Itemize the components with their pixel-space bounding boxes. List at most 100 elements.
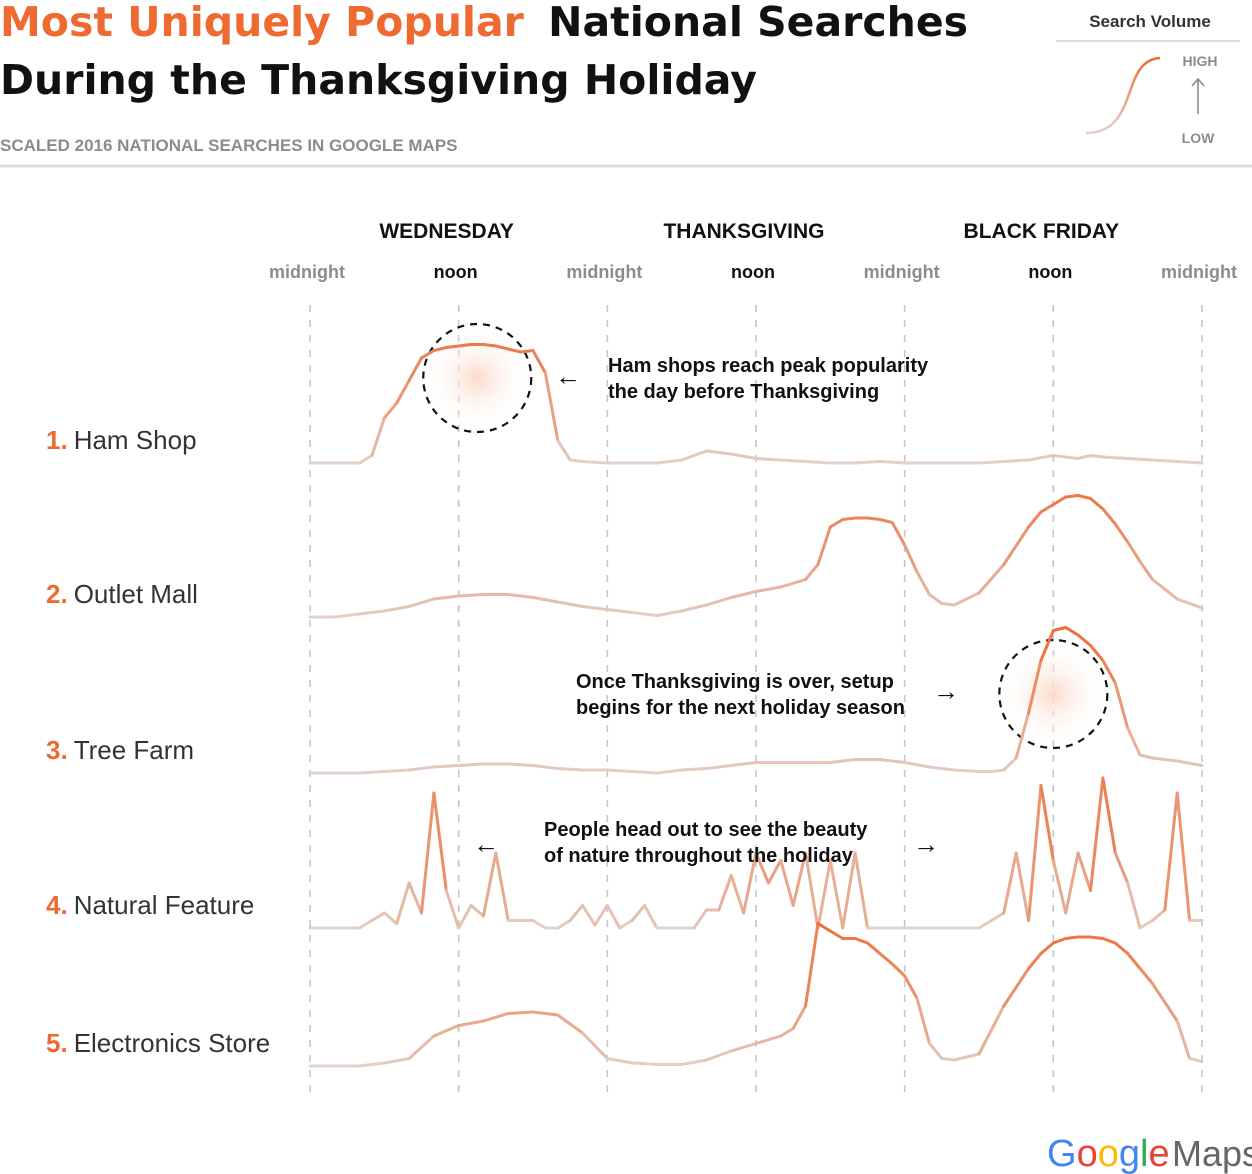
series-segment (1138, 967, 1154, 985)
series-segment (779, 1027, 795, 1038)
series-name: Natural Feature (74, 890, 255, 920)
series-segment (420, 349, 436, 360)
series-segment (593, 904, 609, 927)
series-segment (370, 911, 386, 922)
series-segment (568, 458, 585, 463)
series-segment (1064, 935, 1080, 940)
series-segment (804, 563, 820, 581)
series-name: Tree Farm (74, 735, 194, 765)
legend-low-label: LOW (1182, 130, 1215, 146)
series-segment (506, 347, 523, 354)
series-segment (841, 851, 857, 930)
series-segment (1188, 1057, 1204, 1063)
series-segment (828, 859, 845, 930)
series-segment (581, 460, 609, 465)
series-segment (519, 349, 535, 354)
series-segment (407, 765, 436, 772)
annotation-ham-line1: Ham shops reach peak popularity (608, 355, 929, 377)
series-segment (927, 1042, 944, 1060)
series-segment (605, 1057, 634, 1065)
series-segment (655, 609, 684, 617)
series-segment (704, 764, 733, 770)
series-segment (977, 1004, 1006, 1056)
series-segment (754, 851, 770, 885)
tick-label: noon (1028, 262, 1072, 282)
series-segment (358, 609, 386, 616)
series-segment (481, 1012, 510, 1023)
series-segment (432, 791, 448, 892)
series-segment (568, 904, 585, 922)
series-segment (457, 593, 485, 598)
title-rest: National Searches (548, 0, 968, 46)
series-segment (1101, 776, 1117, 855)
maps-logo-text: Maps (1172, 1133, 1252, 1174)
series-labels: 1. Ham Shop 2. Outlet Mall 3. Tree Farm 4. Natu… (46, 425, 270, 1058)
series-label: 4. Natural Feature (46, 890, 254, 920)
series-segment (382, 911, 399, 925)
series-segment (581, 605, 609, 611)
series-segment (853, 851, 869, 930)
series-segment (1051, 454, 1068, 459)
series-segment (556, 767, 585, 772)
series-segment (494, 344, 510, 351)
series-segment (927, 765, 956, 772)
series-label: 1. Ham Shop (46, 425, 197, 455)
series-label: 2. Outlet Mall (46, 579, 198, 609)
series-segment (407, 356, 423, 382)
series-segment (940, 602, 956, 607)
series-segment (556, 439, 572, 462)
series-label: 3. Tree Farm (46, 735, 194, 765)
series-segment (605, 768, 634, 773)
series-segment (333, 612, 362, 619)
series-segment (1175, 1019, 1192, 1060)
series-segment (382, 605, 411, 613)
series-segment (1138, 919, 1154, 930)
series-segment (1076, 494, 1092, 500)
series-segment (457, 1019, 485, 1027)
series-segment (1138, 560, 1154, 581)
series-segment (432, 764, 461, 769)
series-segment (1175, 460, 1204, 465)
series-segment (804, 460, 832, 465)
series-segment (903, 974, 919, 1000)
series-segment (717, 874, 733, 912)
series-segment (630, 904, 646, 922)
series-segment (878, 518, 894, 524)
series-segment (1027, 659, 1043, 715)
legend-curve (1085, 56, 1161, 135)
series-segment (1076, 851, 1092, 892)
day-label: WEDNESDAY (379, 220, 514, 243)
series-segment (1126, 726, 1142, 757)
series-segment (1150, 458, 1179, 463)
series-segment (828, 758, 857, 764)
series-segment (1027, 454, 1055, 462)
series-segment (729, 1042, 758, 1053)
dashed-highlight-circle (422, 322, 533, 434)
series-segment (506, 593, 535, 599)
grid-lines (309, 305, 1203, 1100)
chart-subtitle: SCALED 2016 NATIONAL SEARCHES IN GOOGLE … (0, 136, 458, 155)
series-segment (407, 1034, 436, 1060)
series-segment (1126, 952, 1142, 970)
series-label: 5. Electronics Store (46, 1028, 270, 1058)
series-segment (729, 874, 746, 915)
series-segment (1064, 494, 1080, 499)
day-label: BLACK FRIDAY (964, 220, 1120, 243)
series-segment (432, 346, 448, 352)
series-segment (469, 904, 485, 918)
chart-title-line1: Most Uniquely Popular National Searches (0, 0, 968, 46)
glow-fill (423, 324, 532, 432)
series-segment (494, 851, 510, 922)
series-segment (605, 608, 634, 614)
series-segment (581, 1031, 609, 1060)
series-segment (358, 919, 374, 930)
series-segment (1014, 711, 1031, 760)
series-segment (1163, 791, 1179, 912)
series-segment (556, 600, 585, 608)
series-segment (1150, 756, 1179, 763)
series-segment (1126, 881, 1142, 930)
tick-label: midnight (1161, 262, 1237, 282)
series-segment (630, 1061, 659, 1066)
time-tick-labels: midnight noon midnight noon midnight noon midn… (269, 262, 1237, 282)
series-segment (952, 1052, 981, 1062)
